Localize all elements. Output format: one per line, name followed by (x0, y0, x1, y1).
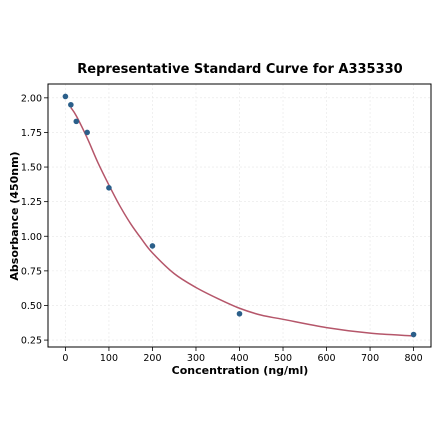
x-tick-label: 400 (230, 353, 248, 364)
y-tick-label: 0.25 (21, 336, 42, 347)
data-point (84, 129, 90, 136)
data-point (62, 93, 69, 100)
x-tick-label: 0 (62, 353, 68, 364)
x-tick-label: 100 (100, 353, 118, 364)
y-axis-label: Absorbance (450nm) (8, 151, 21, 280)
data-points-layer (62, 93, 417, 338)
y-tick-label: 1.25 (21, 197, 42, 208)
x-tick-label: 500 (274, 353, 292, 364)
y-tick-label: 1.75 (21, 128, 42, 139)
fit-curve-line (70, 107, 414, 337)
y-tick-label: 1.50 (21, 163, 42, 174)
data-point (73, 118, 80, 125)
data-point (236, 310, 243, 317)
x-tick-label: 800 (405, 353, 423, 364)
x-tick-label: 600 (317, 353, 335, 364)
y-tick-label: 0.75 (21, 266, 42, 277)
chart-title: Representative Standard Curve for A33533… (77, 62, 402, 77)
x-tick-label: 700 (361, 353, 379, 364)
x-tick-label: 200 (143, 353, 161, 364)
data-point (68, 101, 74, 108)
fit-curve-layer (70, 107, 414, 337)
y-tick-label: 1.00 (21, 232, 42, 243)
x-tick-label: 300 (187, 353, 205, 364)
y-tick-label: 0.50 (21, 301, 42, 312)
y-axis-ticks: 0.25 0.50 0.75 1.00 1.25 1.50 1.75 2.00 (21, 93, 48, 347)
data-point (106, 185, 112, 191)
y-tick-label: 2.00 (21, 93, 42, 104)
data-point (410, 331, 417, 338)
x-axis-ticks: 0 100 200 300 400 500 600 700 800 (62, 347, 423, 364)
data-point (149, 243, 156, 249)
x-axis-label: Concentration (ng/ml) (172, 364, 309, 377)
